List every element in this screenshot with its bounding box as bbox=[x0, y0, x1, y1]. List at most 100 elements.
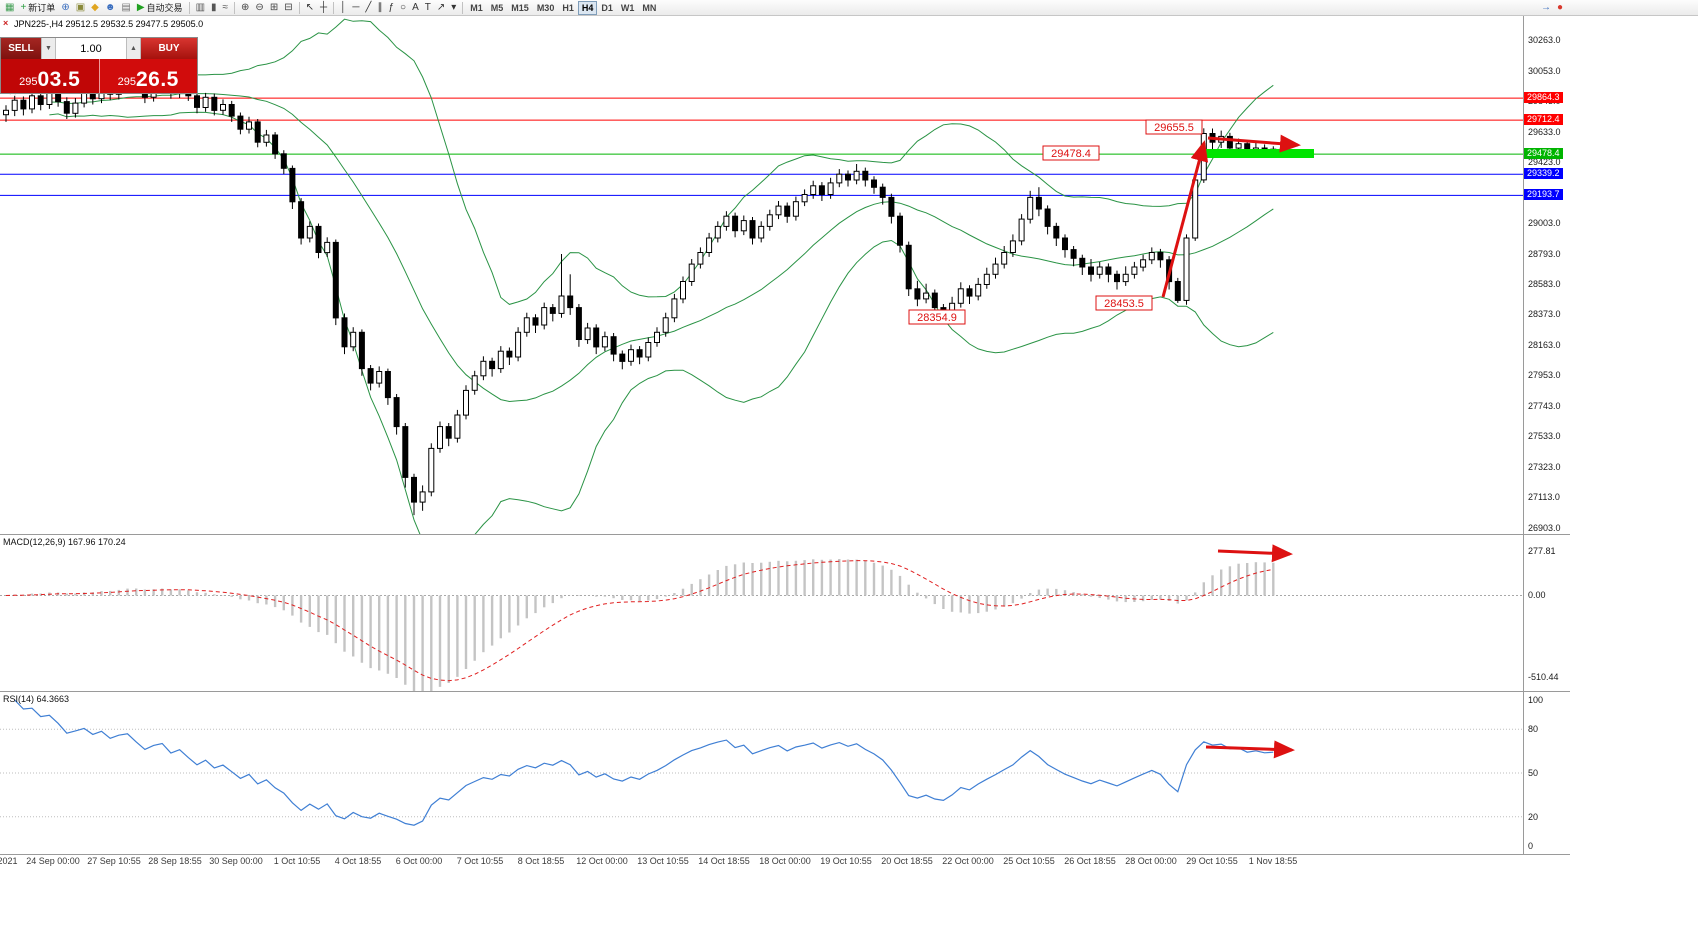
auto-arrange-icon: ⊟ bbox=[284, 1, 293, 13]
horizontal-line-icon[interactable]: ─ bbox=[349, 1, 362, 15]
text-icon[interactable]: A bbox=[409, 1, 422, 15]
tf-H1[interactable]: H1 bbox=[562, 2, 574, 13]
time-label: 20 Oct 18:55 bbox=[881, 856, 933, 866]
pane-separator bbox=[0, 691, 1570, 692]
price-badge-29864.3: 29864.3 bbox=[1524, 92, 1563, 103]
price-tick: 28163.0 bbox=[1528, 340, 1561, 350]
price-axis: 30263.030053.029843.029633.029423.029213… bbox=[1524, 0, 1596, 938]
toolbar-separator bbox=[333, 1, 335, 14]
time-label: 8 Oct 18:55 bbox=[517, 856, 565, 866]
price-tick: 27113.0 bbox=[1528, 492, 1560, 502]
scroll-to-end-icon: → bbox=[1540, 1, 1551, 13]
auto-arrange-icon[interactable]: ⊟ bbox=[281, 1, 295, 15]
target-zone-highlight[interactable] bbox=[1206, 149, 1314, 158]
notification-icon[interactable]: ● bbox=[1554, 1, 1566, 15]
tile-windows-icon[interactable]: ⊞ bbox=[267, 1, 281, 15]
rsi-trend-arrow[interactable] bbox=[1205, 740, 1295, 759]
fibonacci-icon[interactable]: ƒ bbox=[385, 1, 397, 15]
rsi-pane[interactable] bbox=[0, 692, 1523, 854]
price-annotation-box[interactable] bbox=[1042, 145, 1100, 161]
sell-button[interactable]: SELL bbox=[1, 38, 41, 59]
price-chart[interactable]: 29655.5 29478.4 28453.5 28354.9 bbox=[0, 16, 1523, 534]
new-order-button[interactable]: + 新订单 bbox=[17, 1, 58, 15]
macd-signal-line bbox=[5, 560, 1274, 682]
time-label: 27 Sep 10:55 bbox=[87, 856, 141, 866]
price-tick: 27743.0 bbox=[1528, 401, 1561, 411]
scroll-to-end-icon[interactable]: → bbox=[1538, 1, 1554, 15]
cursor-icon[interactable]: ↖ bbox=[303, 1, 317, 15]
price-annotation-text: 28354.9 bbox=[917, 312, 957, 324]
tf-D1[interactable]: D1 bbox=[601, 2, 613, 13]
bar-chart-icon: ▥ bbox=[195, 1, 206, 13]
tf-M30[interactable]: M30 bbox=[536, 2, 555, 13]
candlestick-chart-icon[interactable]: ▮ bbox=[208, 1, 220, 15]
buy-button[interactable]: BUY bbox=[141, 38, 197, 59]
close-icon[interactable]: × bbox=[3, 18, 9, 28]
macd-axis-tick: -510.44 bbox=[1528, 672, 1559, 682]
volume-input[interactable] bbox=[56, 38, 126, 59]
account-icon: ☻ bbox=[104, 1, 116, 13]
line-chart-icon[interactable]: ≈ bbox=[220, 1, 232, 15]
vertical-line-icon[interactable]: │ bbox=[337, 1, 349, 15]
forecast-right-arrow[interactable] bbox=[1207, 134, 1301, 153]
price-tick: 27323.0 bbox=[1528, 462, 1561, 472]
volume-decrease-button[interactable]: ▼ bbox=[41, 38, 56, 59]
arrow-tool-icon: ↗ bbox=[436, 1, 446, 13]
time-label: 28 Oct 00:00 bbox=[1125, 856, 1177, 866]
pane-separator bbox=[0, 854, 1570, 855]
crosshair-icon: ┼ bbox=[319, 1, 328, 13]
trendline-icon[interactable]: ╱ bbox=[362, 1, 374, 15]
bar-chart-icon[interactable]: ▥ bbox=[193, 1, 208, 15]
account-icon[interactable]: ☻ bbox=[102, 1, 119, 15]
tf-M15[interactable]: M15 bbox=[511, 2, 529, 13]
impulse-up-arrow[interactable] bbox=[1161, 140, 1209, 298]
channel-icon[interactable]: ∥ bbox=[374, 1, 385, 15]
history-icon: ▤ bbox=[121, 1, 131, 13]
time-label: 1 Nov 18:55 bbox=[1248, 856, 1298, 866]
price-tick: 28583.0 bbox=[1528, 279, 1561, 289]
price-annotation-box[interactable] bbox=[908, 309, 966, 325]
time-label: 24 Sep 00:00 bbox=[26, 856, 80, 866]
price-annotation-box[interactable] bbox=[1095, 295, 1153, 311]
time-label: 1 Oct 10:55 bbox=[273, 856, 321, 866]
time-label: 23 Sep 2021 bbox=[0, 856, 18, 866]
channel-icon: ∥ bbox=[377, 1, 383, 13]
tf-M5[interactable]: M5 bbox=[490, 2, 504, 13]
tf-W1[interactable]: W1 bbox=[620, 2, 635, 13]
price-badge-29193.7: 29193.7 bbox=[1524, 189, 1563, 200]
price-annotation-text: 29478.4 bbox=[1051, 148, 1091, 160]
tools-dropdown-icon[interactable]: ▾ bbox=[448, 1, 459, 15]
chart-window-icon[interactable]: ▦ bbox=[2, 1, 17, 15]
macd-pane[interactable] bbox=[0, 535, 1523, 691]
navigator-icon[interactable]: ▣ bbox=[73, 1, 88, 15]
sell-price-prefix: 295 bbox=[19, 76, 38, 88]
buy-price[interactable]: 295 26.5 bbox=[98, 59, 197, 93]
sell-price[interactable]: 295 03.5 bbox=[1, 59, 99, 93]
tf-H4[interactable]: H4 bbox=[577, 0, 598, 15]
favorites-icon[interactable]: ◆ bbox=[88, 1, 102, 15]
rsi-axis-tick: 0 bbox=[1528, 841, 1534, 851]
tf-M1[interactable]: M1 bbox=[470, 2, 483, 13]
crosshair-icon[interactable]: ┼ bbox=[317, 1, 330, 15]
macd-trend-arrow[interactable] bbox=[1217, 544, 1293, 563]
new-order-button-label: 新订单 bbox=[28, 3, 56, 13]
arrow-tool-icon[interactable]: ↗ bbox=[434, 1, 448, 15]
bollinger-lower-band bbox=[49, 111, 1274, 534]
label-icon[interactable]: T bbox=[422, 1, 434, 15]
price-annotation-box[interactable] bbox=[1145, 119, 1203, 135]
history-icon[interactable]: ▤ bbox=[118, 1, 133, 15]
candlestick-chart-icon: ▮ bbox=[211, 1, 217, 13]
zoom-out-icon[interactable]: ⊖ bbox=[252, 1, 266, 15]
tools-dropdown-icon: ▾ bbox=[451, 1, 457, 13]
rsi-axis-tick: 50 bbox=[1528, 768, 1539, 778]
volume-increase-button[interactable]: ▲ bbox=[126, 38, 141, 59]
notification-icon: ● bbox=[1556, 1, 1563, 13]
toolbar-separator bbox=[234, 1, 236, 14]
market-watch-icon[interactable]: ⊕ bbox=[58, 1, 72, 15]
zoom-in-icon[interactable]: ⊕ bbox=[238, 1, 252, 15]
shapes-icon[interactable]: ○ bbox=[397, 1, 409, 15]
chart-window-icon: ▦ bbox=[5, 1, 15, 13]
autotrade-button[interactable]: ▶ 自动交易 bbox=[134, 1, 186, 15]
price-annotation-text: 28453.5 bbox=[1104, 298, 1144, 310]
tf-MN[interactable]: MN bbox=[642, 2, 657, 13]
